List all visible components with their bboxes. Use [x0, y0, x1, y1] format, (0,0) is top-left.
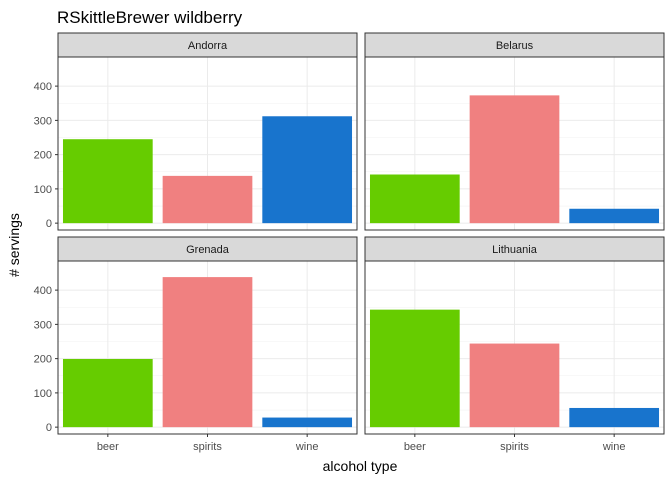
chart-title: RSkittleBrewer wildberry	[57, 8, 243, 27]
x-tick-label: beer	[97, 441, 119, 453]
x-tick-label: beer	[404, 441, 426, 453]
bar-wine	[569, 208, 660, 224]
facet-strip-label: Grenada	[186, 244, 230, 256]
bar-beer	[62, 358, 153, 428]
facet-panel: Lithuania beer spirits wine	[364, 236, 665, 453]
x-tick-label: wine	[295, 441, 319, 453]
y-tick-label: 100	[34, 388, 52, 400]
facet-panel: Andorra 0 100 200 300 400	[34, 32, 358, 231]
facet-panel: Grenada 0 100 200 300 400 beer spirits wine	[34, 236, 358, 453]
bar-wine	[569, 407, 660, 428]
y-tick-label: 400	[34, 285, 52, 297]
x-tick-label: spirits	[500, 441, 529, 453]
bar-beer	[369, 174, 460, 224]
y-axis-label: # servings	[6, 213, 22, 277]
facet-panels: Andorra 0 100 200 300 400 Belarus Grenada 0 100 20…	[34, 32, 665, 453]
panel-border	[364, 56, 665, 231]
y-tick-label: 100	[34, 184, 52, 196]
facet-strip-label: Lithuania	[492, 244, 538, 256]
x-tick-label: spirits	[193, 441, 222, 453]
facet-panel: Belarus	[364, 32, 665, 231]
bar-wine	[262, 116, 353, 224]
facet-strip	[364, 32, 665, 58]
x-tick-label: wine	[602, 441, 626, 453]
y-tick-label: 0	[46, 218, 52, 230]
y-tick-label: 300	[34, 115, 52, 127]
bar-spirits	[162, 277, 253, 428]
x-axis-label: alcohol type	[323, 458, 398, 474]
y-tick-label: 300	[34, 319, 52, 331]
facet-strip	[57, 32, 358, 58]
y-tick-label: 200	[34, 150, 52, 162]
panel-border	[57, 56, 358, 231]
y-tick-label: 0	[46, 422, 52, 434]
bar-beer	[62, 139, 153, 224]
facet-strip	[364, 236, 665, 262]
y-tick-label: 400	[34, 81, 52, 93]
bar-spirits	[162, 175, 253, 224]
facet-strip-label: Andorra	[188, 40, 228, 52]
y-tick-label: 200	[34, 354, 52, 366]
bar-spirits	[469, 343, 560, 428]
facet-strip-label: Belarus	[496, 40, 534, 52]
bar-spirits	[469, 95, 560, 224]
bar-beer	[369, 309, 460, 428]
bar-wine	[262, 417, 353, 428]
